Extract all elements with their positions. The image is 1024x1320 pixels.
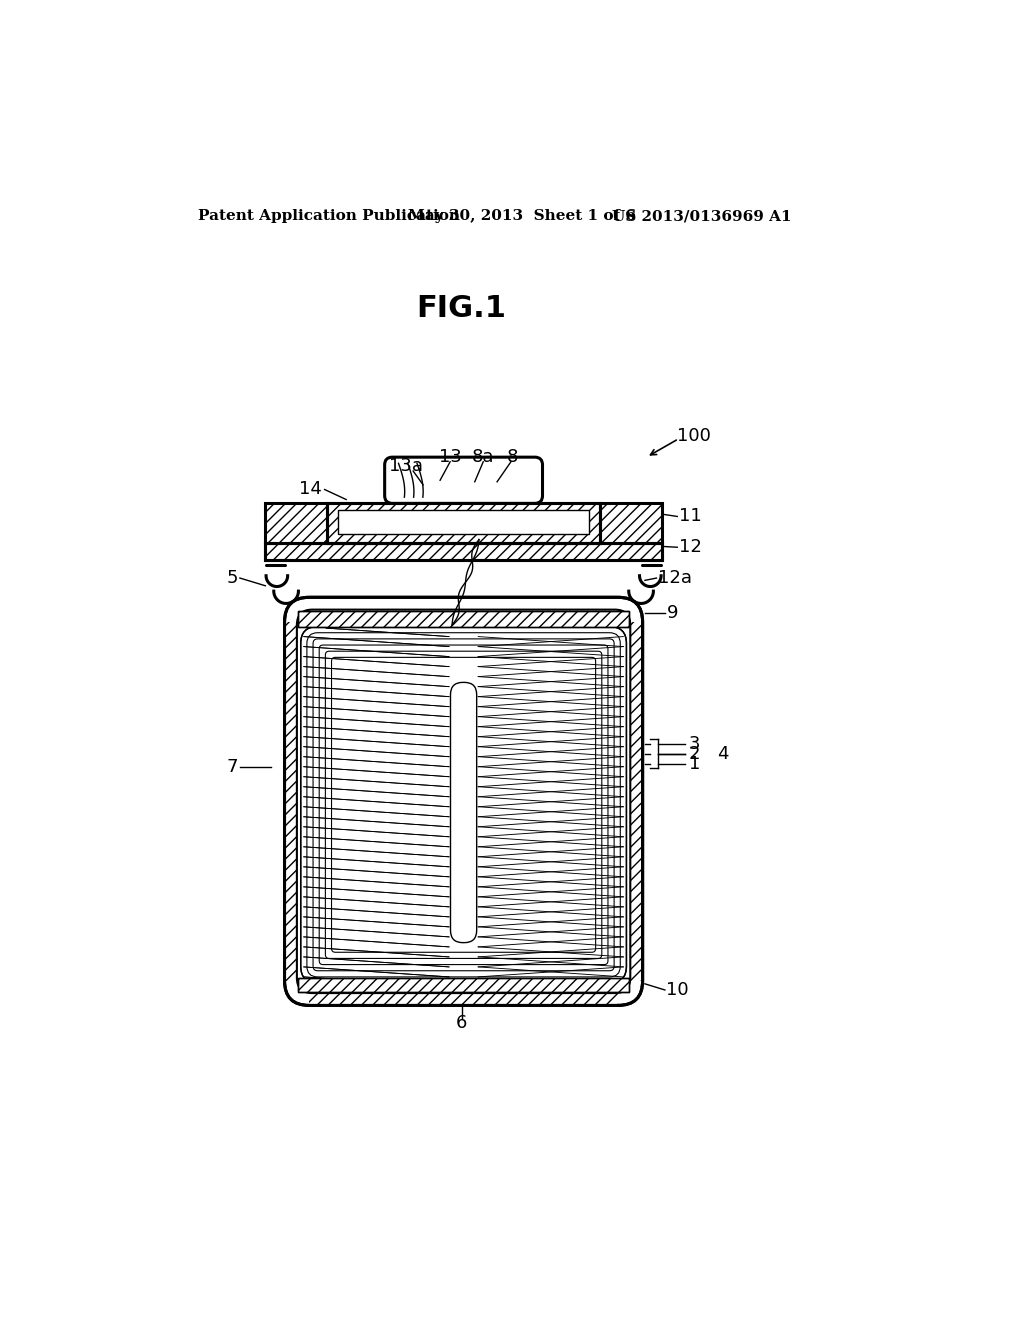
Bar bbox=[265, 503, 327, 544]
FancyBboxPatch shape bbox=[285, 597, 643, 1006]
Bar bbox=[327, 503, 600, 544]
Text: 2: 2 bbox=[689, 744, 700, 763]
Text: 11: 11 bbox=[679, 507, 701, 525]
Bar bbox=[265, 544, 662, 561]
Text: 5: 5 bbox=[227, 569, 239, 587]
FancyBboxPatch shape bbox=[385, 457, 543, 503]
Text: 12: 12 bbox=[679, 539, 701, 556]
Text: 14: 14 bbox=[299, 480, 322, 499]
FancyBboxPatch shape bbox=[297, 610, 631, 993]
Bar bbox=[631, 622, 641, 981]
Text: 13: 13 bbox=[438, 449, 462, 466]
Text: 13a: 13a bbox=[389, 458, 423, 475]
Text: May 30, 2013  Sheet 1 of 6: May 30, 2013 Sheet 1 of 6 bbox=[408, 209, 636, 223]
Text: 12a: 12a bbox=[658, 569, 692, 587]
Text: 100: 100 bbox=[677, 426, 711, 445]
Bar bbox=[298, 611, 629, 627]
Text: 4: 4 bbox=[717, 744, 729, 763]
Bar bbox=[298, 978, 629, 991]
Text: 8a: 8a bbox=[472, 449, 495, 466]
Bar bbox=[600, 503, 662, 544]
Bar bbox=[298, 978, 629, 991]
Bar bbox=[265, 544, 662, 561]
Text: FIG.1: FIG.1 bbox=[417, 294, 507, 323]
Text: 7: 7 bbox=[227, 758, 239, 776]
Text: 1: 1 bbox=[689, 755, 700, 772]
Bar bbox=[339, 510, 589, 535]
Bar bbox=[286, 622, 297, 981]
Text: 10: 10 bbox=[667, 981, 689, 999]
Text: 9: 9 bbox=[667, 603, 678, 622]
Text: 8: 8 bbox=[507, 449, 518, 466]
Bar bbox=[309, 993, 617, 1003]
Bar bbox=[298, 611, 629, 627]
Text: US 2013/0136969 A1: US 2013/0136969 A1 bbox=[611, 209, 792, 223]
Bar bbox=[327, 503, 600, 544]
FancyBboxPatch shape bbox=[451, 682, 477, 942]
Text: Patent Application Publication: Patent Application Publication bbox=[199, 209, 461, 223]
Bar bbox=[600, 503, 662, 544]
Bar bbox=[265, 503, 327, 544]
Text: 3: 3 bbox=[689, 735, 700, 752]
Text: 6: 6 bbox=[456, 1014, 467, 1032]
FancyBboxPatch shape bbox=[301, 627, 627, 983]
